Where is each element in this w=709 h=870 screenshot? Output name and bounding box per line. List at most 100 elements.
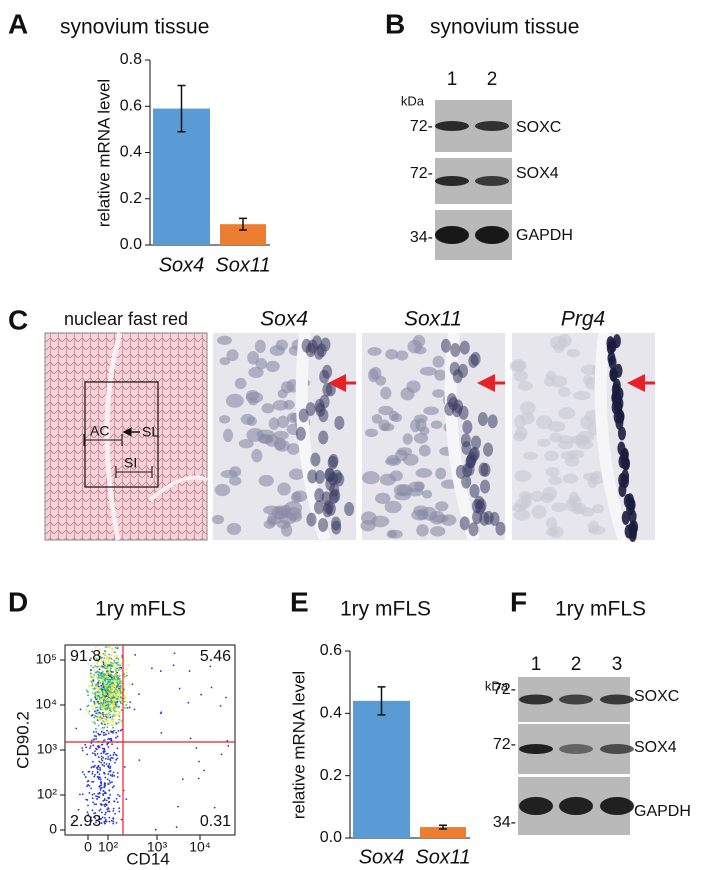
cell: [544, 450, 559, 462]
event-dot: [117, 683, 120, 686]
event-dot: [126, 701, 129, 704]
event-dot: [109, 669, 112, 672]
staining-titles: nuclear fast red Sox4 Sox11 Prg4: [64, 308, 605, 331]
event-dot: [107, 755, 110, 758]
event-dot: [97, 681, 100, 684]
event-dot: [99, 717, 102, 720]
cell: [558, 407, 576, 420]
cell: [219, 357, 231, 366]
event-dot: [110, 664, 112, 666]
event-dot: [113, 709, 116, 712]
event-dot: [100, 693, 102, 696]
event-dot: [101, 764, 104, 766]
band: [519, 797, 553, 815]
event-dot: [109, 781, 112, 784]
event-dot: [102, 690, 105, 693]
cell: [512, 503, 527, 512]
event-dot: [112, 703, 115, 706]
cell: [229, 466, 242, 477]
event-dot: [107, 678, 110, 681]
x-tick-label: Sox4: [159, 254, 205, 276]
event-dot: [81, 747, 84, 749]
event-dot: [90, 675, 92, 677]
cell: [234, 377, 247, 390]
event-dot: [177, 805, 179, 808]
y-tick-label: 0.0: [120, 236, 142, 253]
event-dot: [219, 705, 222, 707]
y-tick-label: 10⁵: [36, 651, 57, 667]
event-dot: [106, 693, 109, 695]
stained-cell: [327, 455, 338, 470]
cell: [535, 415, 553, 430]
event-dot: [110, 710, 113, 713]
event-dot: [96, 717, 99, 720]
cell: [268, 417, 280, 431]
event-dot: [87, 804, 89, 807]
event-dot: [118, 682, 121, 684]
event-dot: [107, 810, 109, 813]
cell: [513, 431, 527, 442]
stained-cell: [461, 474, 472, 489]
event-dot: [108, 696, 111, 699]
event-dot: [110, 657, 113, 660]
event-dot: [198, 760, 200, 763]
event-dot: [92, 801, 94, 804]
event-dot: [98, 659, 101, 662]
event-dot: [95, 795, 97, 798]
event-dot: [87, 694, 89, 697]
event-dot: [97, 724, 100, 727]
event-dot: [92, 680, 95, 683]
event-dot: [107, 716, 109, 719]
band: [435, 176, 469, 186]
cell: [263, 520, 276, 529]
event-dot: [118, 712, 121, 715]
event-dot: [96, 771, 99, 774]
event-dot: [96, 706, 99, 709]
stained-cell: [331, 520, 342, 535]
event-dot: [119, 696, 122, 698]
event-dot: [108, 820, 111, 823]
stained-cell: [459, 516, 470, 531]
event-dot: [105, 708, 107, 711]
event-dot: [95, 712, 98, 715]
stained-cell: [617, 441, 626, 456]
cell: [388, 410, 399, 422]
event-dot: [103, 726, 106, 729]
stained-cell: [334, 415, 345, 430]
event-dot: [94, 727, 97, 730]
stained-cell: [324, 467, 335, 482]
event-dot: [102, 734, 105, 736]
event-dot: [103, 798, 106, 800]
stained-cell: [306, 512, 317, 527]
event-cloud: [73, 646, 230, 831]
event-dot: [98, 773, 101, 776]
event-dot: [104, 713, 107, 716]
cell: [384, 500, 402, 514]
event-dot: [118, 810, 121, 813]
event-dot: [97, 792, 100, 795]
event-dot: [86, 780, 89, 783]
event-dot: [89, 823, 92, 826]
stained-cell: [475, 500, 486, 515]
event-dot: [112, 675, 115, 678]
event-dot: [91, 721, 93, 724]
event-dot: [91, 683, 94, 685]
event-dot: [93, 700, 95, 703]
event-dot: [106, 752, 109, 755]
event-dot: [107, 694, 110, 697]
event-dot: [97, 685, 100, 688]
event-dot: [112, 682, 115, 684]
event-dot: [99, 713, 102, 716]
band: [559, 797, 593, 815]
event-dot: [105, 678, 108, 681]
stained-cell: [318, 408, 329, 423]
event-dot: [99, 768, 102, 771]
event-dot: [94, 691, 97, 694]
event-dot: [92, 731, 95, 733]
event-dot: [103, 674, 105, 677]
band: [600, 797, 634, 815]
cell: [288, 468, 305, 480]
ish-image: [360, 332, 506, 542]
cell: [435, 467, 447, 480]
